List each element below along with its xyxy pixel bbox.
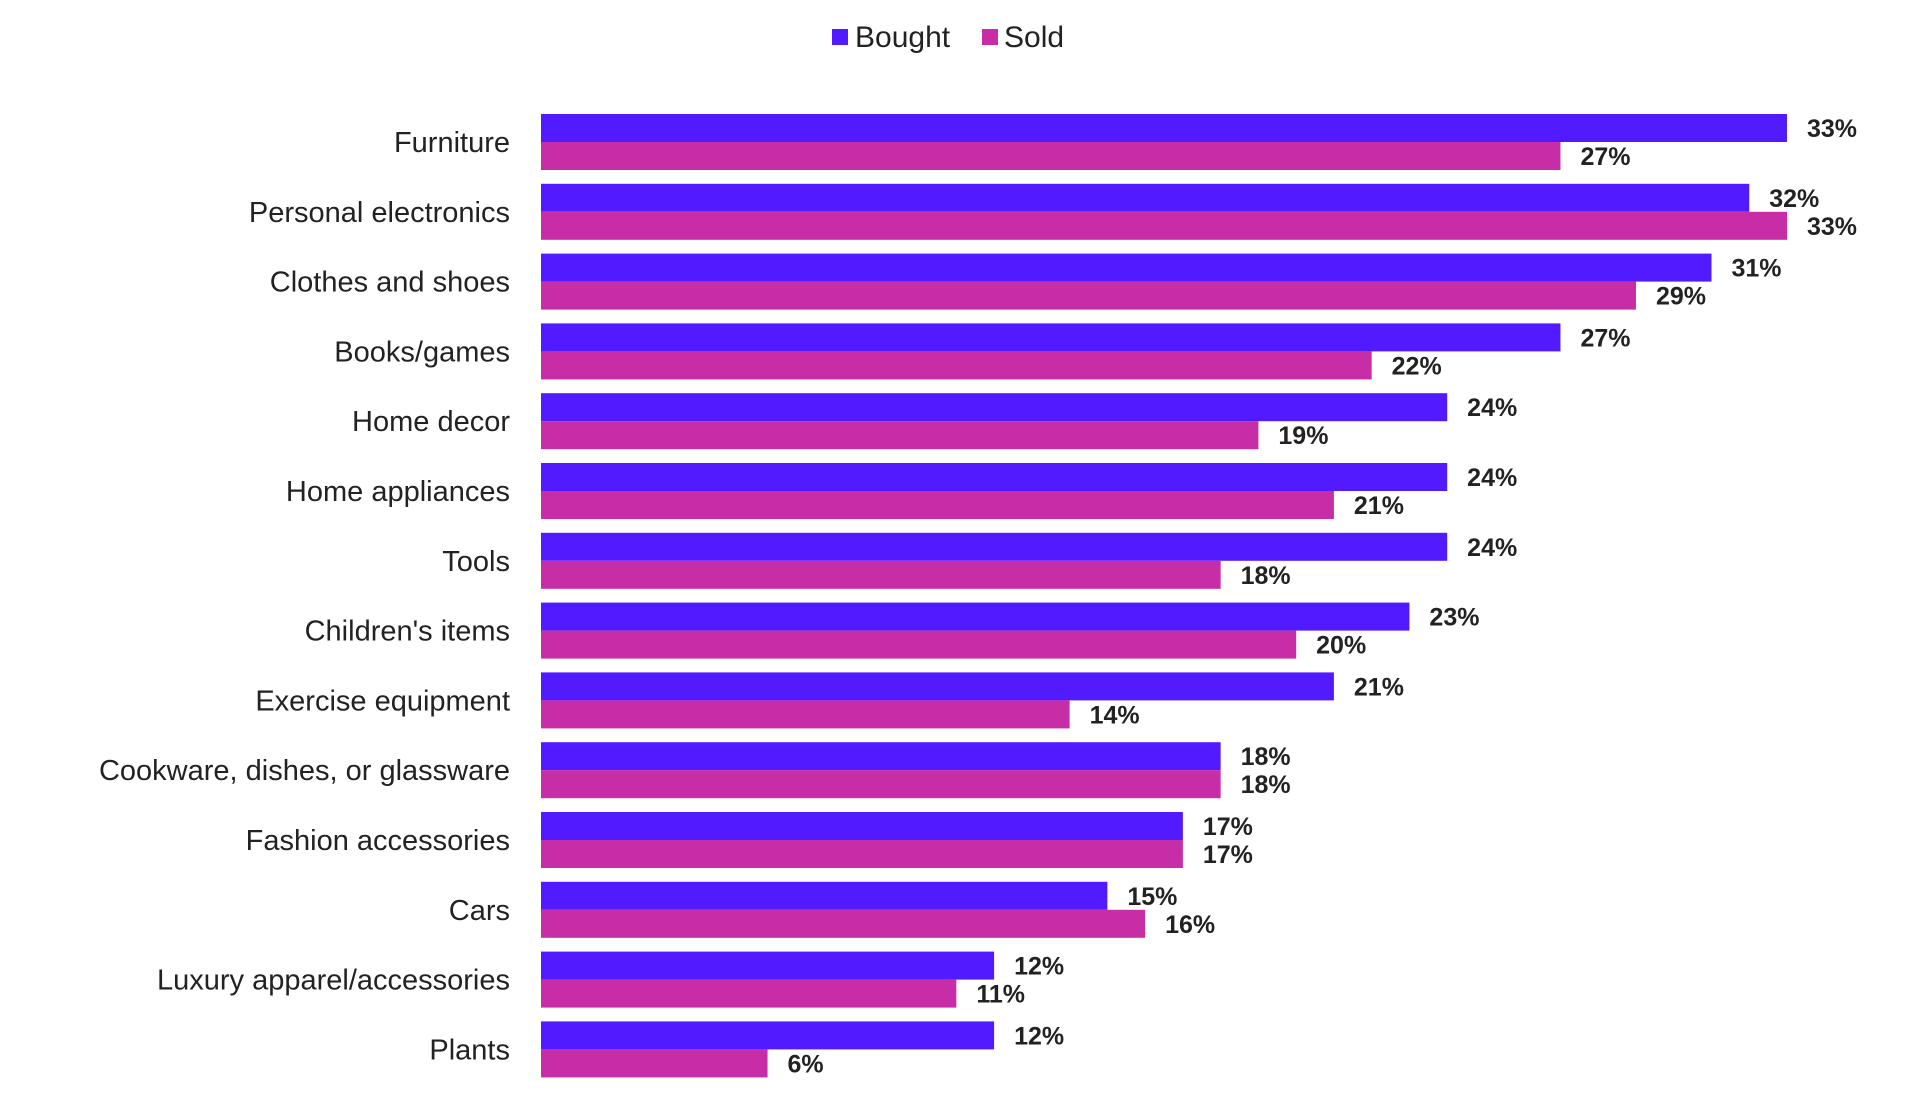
value-label-bought-luxury-apparel-accessories: 12%: [1014, 953, 1064, 981]
category-label-home-appliances: Home appliances: [286, 476, 510, 508]
bar-sold-personal-electronics: [541, 211, 1787, 240]
value-label-bought-home-appliances: 24%: [1467, 464, 1517, 492]
value-label-sold-home-decor: 19%: [1278, 422, 1328, 450]
value-label-sold-fashion-accessories: 17%: [1203, 841, 1253, 869]
legend-swatch-sold: [982, 29, 998, 45]
value-label-bought-fashion-accessories: 17%: [1203, 813, 1253, 841]
value-label-bought-home-decor: 24%: [1467, 394, 1517, 422]
bar-sold-fashion-accessories: [541, 840, 1183, 868]
value-label-sold-home-appliances: 21%: [1354, 492, 1404, 520]
category-labels: Furniture Personal electronics Clothes and…: [99, 127, 510, 1066]
bar-sold-cookware-dishes-or-glassware: [541, 770, 1221, 799]
value-label-sold-cars: 16%: [1165, 911, 1215, 939]
legend-swatch-bought: [832, 29, 848, 45]
category-label-personal-electronics: Personal electronics: [249, 197, 510, 229]
bar-bought-cars: [541, 881, 1108, 910]
bar-bought-home-decor: [541, 393, 1448, 422]
bar-sold-books-games: [541, 351, 1372, 380]
category-label-cars: Cars: [449, 895, 510, 927]
bar-sold-exercise-equipment: [541, 700, 1070, 729]
value-label-sold-luxury-apparel-accessories: 11%: [976, 981, 1025, 1009]
value-label-sold-tools: 18%: [1241, 562, 1291, 590]
bar-bought-exercise-equipment: [541, 672, 1334, 701]
bar-sold-clothes-and-shoes: [541, 281, 1636, 310]
value-label-sold-clothes-and-shoes: 29%: [1656, 283, 1706, 311]
category-label-home-decor: Home decor: [352, 406, 510, 438]
category-label-exercise-equipment: Exercise equipment: [255, 685, 510, 717]
category-label-clothes-and-shoes: Clothes and shoes: [270, 267, 510, 299]
bar-sold-luxury-apparel-accessories: [541, 979, 957, 1008]
value-label-sold-children-s-items: 20%: [1316, 632, 1366, 660]
bar-bought-luxury-apparel-accessories: [541, 951, 995, 980]
bar-sold-home-appliances: [541, 491, 1334, 519]
legend-label-sold: Sold: [1004, 21, 1064, 54]
category-label-plants: Plants: [429, 1034, 510, 1066]
category-label-luxury-apparel-accessories: Luxury apparel/accessories: [157, 965, 510, 997]
bar-bought-furniture: [541, 114, 1787, 142]
bar-bought-books-games: [541, 323, 1561, 352]
bar-bought-tools: [541, 532, 1448, 561]
legend-label-bought: Bought: [855, 21, 951, 54]
value-label-sold-plants: 6%: [788, 1050, 824, 1078]
value-label-bought-cookware-dishes-or-glassware: 18%: [1241, 743, 1291, 771]
value-label-sold-exercise-equipment: 14%: [1090, 701, 1140, 729]
value-label-sold-cookware-dishes-or-glassware: 18%: [1241, 771, 1291, 799]
value-labels: 33%27%32%33%31%29%27%22%24%19%24%21%24%1…: [788, 115, 1858, 1078]
value-label-bought-tools: 24%: [1467, 534, 1517, 562]
bar-sold-plants: [541, 1049, 768, 1078]
bar-sold-home-decor: [541, 421, 1259, 450]
bar-bought-cookware-dishes-or-glassware: [541, 742, 1221, 771]
category-label-furniture: Furniture: [394, 127, 510, 159]
value-label-bought-exercise-equipment: 21%: [1354, 673, 1404, 701]
bar-sold-furniture: [541, 142, 1561, 170]
bar-sold-cars: [541, 909, 1146, 938]
category-label-cookware-dishes-or-glassware: Cookware, dishes, or glassware: [99, 755, 510, 787]
bars: [541, 114, 1787, 1078]
category-label-fashion-accessories: Fashion accessories: [246, 825, 510, 857]
value-label-sold-personal-electronics: 33%: [1807, 213, 1857, 241]
bar-bought-fashion-accessories: [541, 812, 1183, 840]
value-label-bought-plants: 12%: [1014, 1022, 1064, 1050]
value-label-bought-clothes-and-shoes: 31%: [1731, 255, 1781, 283]
bar-bought-personal-electronics: [541, 183, 1750, 212]
value-label-bought-children-s-items: 23%: [1429, 604, 1479, 632]
bar-bought-plants: [541, 1021, 995, 1050]
bar-bought-clothes-and-shoes: [541, 253, 1712, 282]
bar-bought-home-appliances: [541, 463, 1448, 491]
category-label-tools: Tools: [442, 546, 510, 578]
value-label-bought-books-games: 27%: [1580, 324, 1630, 352]
value-label-sold-furniture: 27%: [1580, 143, 1630, 171]
category-label-children-s-items: Children's items: [305, 616, 510, 648]
bar-bought-children-s-items: [541, 602, 1410, 631]
value-label-sold-books-games: 22%: [1392, 352, 1442, 380]
category-label-books-games: Books/games: [334, 336, 510, 368]
value-label-bought-cars: 15%: [1127, 883, 1177, 911]
bar-sold-children-s-items: [541, 630, 1297, 659]
legend: Bought Sold: [832, 21, 1064, 54]
bar-sold-tools: [541, 560, 1221, 589]
value-label-bought-personal-electronics: 32%: [1769, 185, 1819, 213]
value-label-bought-furniture: 33%: [1807, 115, 1857, 143]
